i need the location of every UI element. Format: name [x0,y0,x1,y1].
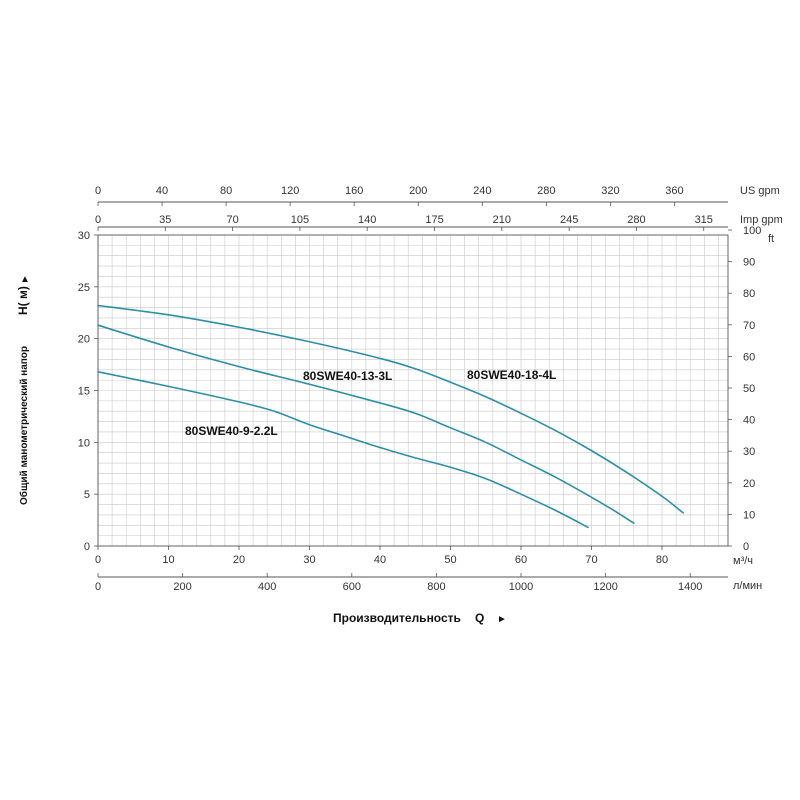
top-imp-gpm-axis-ticks: 0 35 70 105 140 175 210 245 280 315 [95,214,713,231]
us-gpm-unit-label: US gpm [740,185,780,197]
y-axis-ticks: 0 5 10 15 20 25 30 [78,230,98,553]
x-tick-label: 20 [233,554,245,566]
ft-tick-label: 70 [743,320,755,332]
us-gpm-tick-label: 280 [537,185,555,197]
x-tick-label: 60 [515,554,527,566]
y-tick-label: 25 [78,282,90,294]
ft-unit-label: ft [768,233,774,245]
ft-tick-label: 60 [743,351,755,363]
imp-gpm-tick-label: 35 [159,214,171,226]
imp-gpm-tick-label: 315 [695,214,713,226]
x-tick-label: 40 [374,554,386,566]
chart-grid [97,234,728,547]
imp-gpm-tick-label: 0 [95,214,101,226]
lpm-tick-label: 1000 [509,581,533,593]
ft-tick-label: 100 [743,225,761,237]
x-tick-label: 50 [444,554,456,566]
lpm-tick-label: 800 [427,581,445,593]
x-axis-ticks: 0 10 20 30 40 50 60 70 80 [95,546,668,566]
series-label-18-4l: 80SWE40-18-4L [467,368,556,382]
series-label-9-2-2l: 80SWE40-9-2.2L [185,424,278,438]
x-tick-label: 80 [656,554,668,566]
curve-80swe40-9-2-2l [97,371,589,529]
imp-gpm-tick-label: 70 [226,214,238,226]
top-us-gpm-axis-ticks: 0 40 80 120 160 200 240 280 320 360 [95,185,684,206]
imp-gpm-unit-label: Imp gpm [740,214,783,226]
x-tick-label: 0 [95,554,101,566]
y-tick-label: 20 [78,334,90,346]
x-tick-label: 30 [303,554,315,566]
us-gpm-tick-label: 320 [601,185,619,197]
curve-80swe40-13-3l [97,324,635,524]
us-gpm-tick-label: 0 [95,185,101,197]
ft-tick-label: 30 [743,446,755,458]
y-tick-label: 30 [78,230,90,242]
y-axis-title: Общий манометрический напор H( м) ▲ [16,274,30,505]
lpm-tick-label: 0 [95,581,101,593]
ft-tick-label: 40 [743,415,755,427]
y-axis-title-text: Общий манометрический напор [18,346,30,505]
x-tick-label: 10 [162,554,174,566]
y-axis-symbol: H( м) [16,286,30,315]
lpm-tick-label: 200 [173,581,191,593]
imp-gpm-tick-label: 280 [627,214,645,226]
ft-tick-label: 20 [743,478,755,490]
imp-gpm-tick-label: 245 [560,214,578,226]
x-axis-symbol: Q [475,611,484,625]
ft-tick-label: 50 [743,383,755,395]
imp-gpm-tick-label: 210 [493,214,511,226]
y-tick-label: 10 [78,437,90,449]
imp-gpm-tick-label: 175 [425,214,443,226]
ft-tick-label: 10 [743,509,755,521]
right-ft-axis-ticks: 0 10 20 30 40 50 60 70 80 90 100 [728,225,761,553]
bottom-lpm-axis-ticks: 0 200 400 600 800 1000 1200 1400 [95,573,702,593]
lpm-tick-label: 1400 [678,581,702,593]
x-tick-label: 70 [585,554,597,566]
us-gpm-tick-label: 120 [281,185,299,197]
us-gpm-tick-label: 200 [409,185,427,197]
imp-gpm-tick-label: 140 [358,214,376,226]
y-axis-arrow-icon: ▲ [20,274,30,285]
us-gpm-tick-label: 360 [665,185,683,197]
y-tick-label: 0 [84,541,90,553]
y-tick-label: 15 [78,386,90,398]
us-gpm-tick-label: 80 [220,185,232,197]
ft-tick-label: 80 [743,288,755,300]
y-tick-label: 5 [84,489,90,501]
ft-tick-label: 0 [743,541,749,553]
ft-tick-label: 90 [743,257,755,269]
series-label-13-3l: 80SWE40-13-3L [303,369,392,383]
x-axis-arrow-icon: ► [497,614,507,625]
lpm-tick-label: 1200 [593,581,617,593]
lpm-tick-label: 600 [343,581,361,593]
imp-gpm-tick-label: 105 [291,214,309,226]
lpm-tick-label: 400 [258,581,276,593]
us-gpm-tick-label: 40 [156,185,168,197]
x-axis-title: Производительность Q ► [333,611,507,625]
x-axis-title-text: Производительность [333,611,461,625]
x-unit-label: м³/ч [733,555,753,567]
us-gpm-tick-label: 240 [473,185,491,197]
lpm-unit-label: л/мин [733,580,762,592]
performance-curves [97,304,684,529]
curve-80swe40-18-4l [97,304,684,514]
us-gpm-tick-label: 160 [345,185,363,197]
